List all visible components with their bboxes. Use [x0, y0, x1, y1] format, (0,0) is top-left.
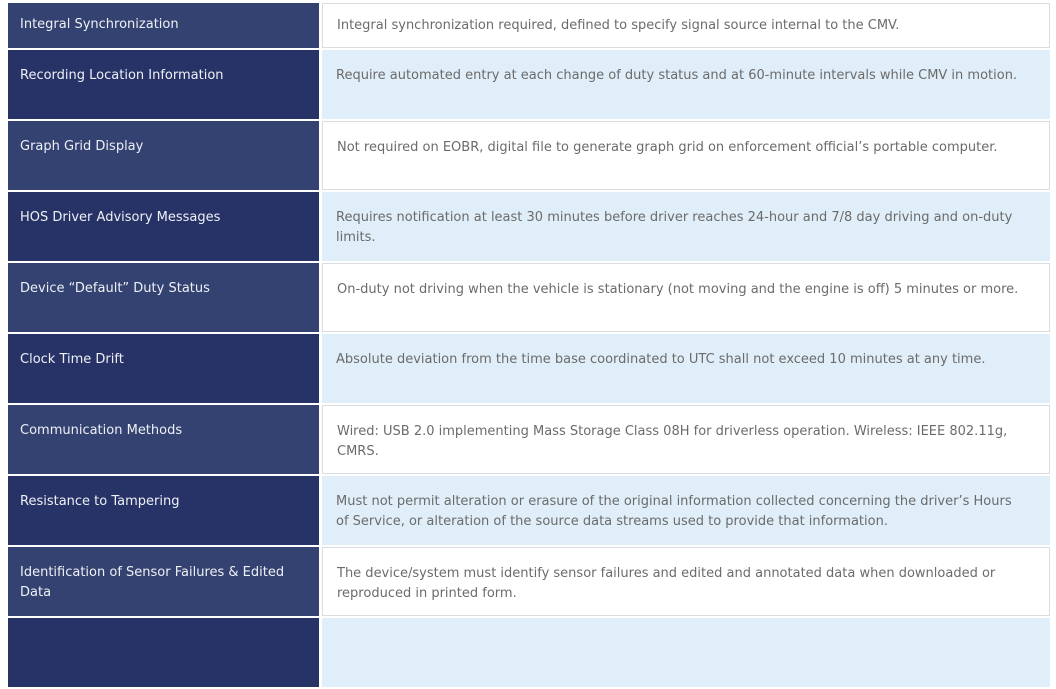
requirement-name: Communication Methods [20, 423, 183, 438]
table-row: Identification of Sensor Failures & Edit… [8, 547, 1050, 616]
requirement-description: Must not permit alteration or erasure of… [336, 494, 1012, 529]
requirement-name-cell: Communication Methods [8, 405, 319, 474]
requirement-name-cell: Clock Time Drift [8, 334, 319, 403]
requirement-name-cell: Identification of Sensor Failures & Edit… [8, 547, 319, 616]
requirement-description: Not required on EOBR, digital file to ge… [337, 140, 998, 155]
requirement-description: Require automated entry at each change o… [336, 68, 1018, 83]
requirement-description-cell: Wired: USB 2.0 implementing Mass Storage… [322, 405, 1050, 474]
requirement-description: On-duty not driving when the vehicle is … [337, 282, 1019, 297]
requirement-description-cell: Requires notification at least 30 minute… [322, 192, 1050, 261]
requirement-description-cell: The device/system must identify sensor f… [322, 547, 1050, 616]
table-row: Clock Time Drift Absolute deviation from… [8, 334, 1050, 403]
requirement-name: Resistance to Tampering [20, 494, 180, 509]
requirement-description: Requires notification at least 30 minute… [336, 210, 1013, 245]
requirement-name: Recording Location Information [20, 68, 224, 83]
requirement-description-cell [322, 618, 1050, 687]
requirement-description: The device/system must identify sensor f… [337, 566, 996, 601]
requirement-name-cell: HOS Driver Advisory Messages [8, 192, 319, 261]
requirement-name-cell: Resistance to Tampering [8, 476, 319, 545]
requirement-description-cell: Not required on EOBR, digital file to ge… [322, 121, 1050, 190]
requirement-description-cell: Must not permit alteration or erasure of… [322, 476, 1050, 545]
partial-row [8, 618, 1050, 687]
table-row: HOS Driver Advisory Messages Requires no… [8, 192, 1050, 261]
table-row: Graph Grid Display Not required on EOBR,… [8, 121, 1050, 190]
requirement-name: Device “Default” Duty Status [20, 281, 210, 296]
table-row: Integral Synchronization Integral synchr… [8, 3, 1050, 48]
requirement-name: Identification of Sensor Failures & Edit… [20, 565, 285, 600]
requirement-name-cell: Graph Grid Display [8, 121, 319, 190]
requirement-name: Clock Time Drift [20, 352, 124, 367]
table-row: Communication Methods Wired: USB 2.0 imp… [8, 405, 1050, 474]
requirement-description-cell: On-duty not driving when the vehicle is … [322, 263, 1050, 332]
requirement-description: Wired: USB 2.0 implementing Mass Storage… [337, 424, 1008, 459]
requirement-description-cell: Integral synchronization required, defin… [322, 3, 1050, 48]
table-row: Recording Location Information Require a… [8, 50, 1050, 119]
requirement-name: Integral Synchronization [20, 17, 179, 32]
table-row: Resistance to Tampering Must not permit … [8, 476, 1050, 545]
requirements-table: Integral Synchronization Integral synchr… [8, 3, 1050, 689]
requirement-name-cell: Recording Location Information [8, 50, 319, 119]
requirement-name-cell: Device “Default” Duty Status [8, 263, 319, 332]
requirement-name-cell [8, 618, 319, 687]
requirement-name: Graph Grid Display [20, 139, 144, 154]
requirement-name: HOS Driver Advisory Messages [20, 210, 221, 225]
table-row: Device “Default” Duty Status On-duty not… [8, 263, 1050, 332]
requirement-description-cell: Require automated entry at each change o… [322, 50, 1050, 119]
requirement-description: Absolute deviation from the time base co… [336, 352, 986, 367]
requirement-name-cell: Integral Synchronization [8, 3, 319, 48]
requirement-description: Integral synchronization required, defin… [337, 18, 900, 33]
requirement-description-cell: Absolute deviation from the time base co… [322, 334, 1050, 403]
